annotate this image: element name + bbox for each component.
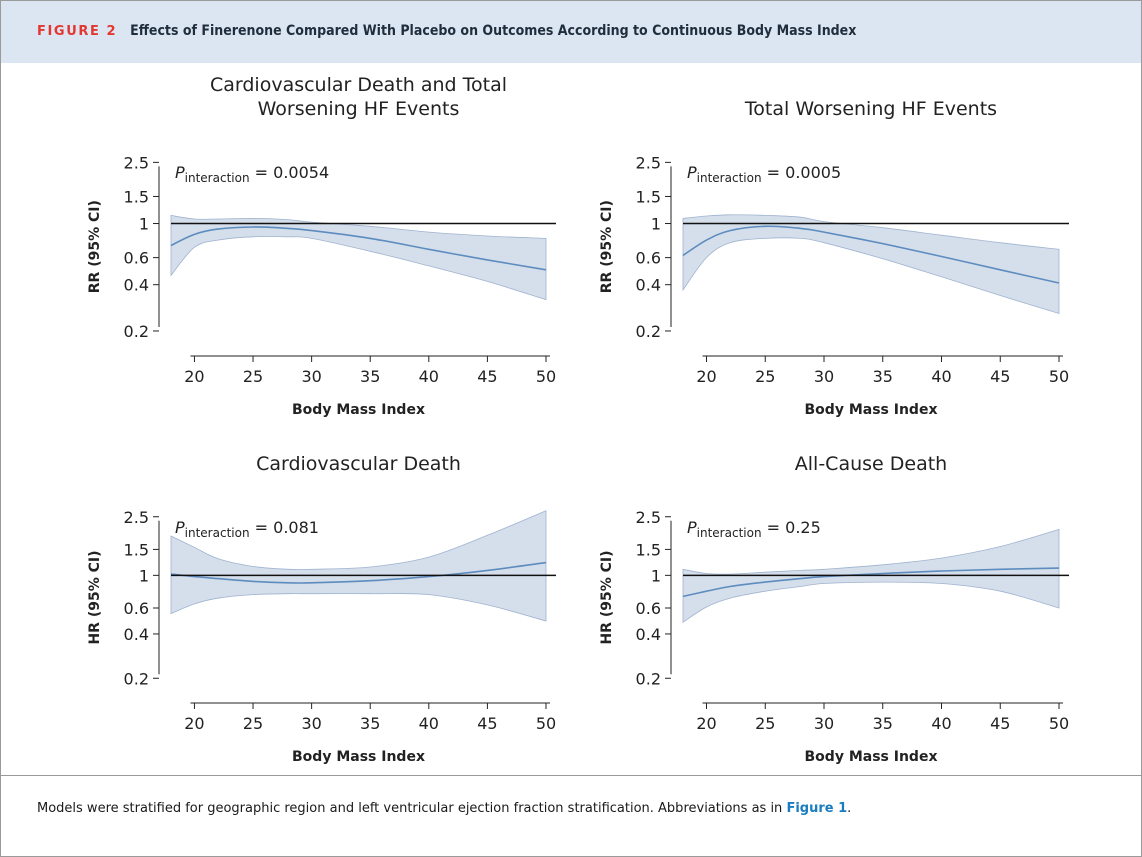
y-axis-label: HR (95% CI) (599, 550, 615, 644)
x-tick-label: 40 (931, 714, 951, 733)
footnote-end: . (847, 801, 852, 816)
x-tick-label: 30 (814, 714, 834, 733)
x-tick-label: 35 (360, 367, 380, 386)
y-tick-label: 1.5 (636, 540, 661, 559)
x-tick-label: 20 (696, 714, 716, 733)
figure-label: FIGURE 2 (37, 24, 118, 39)
x-tick-label: 40 (419, 714, 439, 733)
x-tick-label: 30 (301, 714, 321, 733)
x-tick-label: 25 (243, 367, 263, 386)
x-tick-label: 50 (536, 714, 556, 733)
x-tick-label: 25 (243, 714, 263, 733)
panel-title: Worsening HF Events (258, 98, 460, 120)
y-tick-label: 0.4 (124, 276, 149, 295)
y-tick-label: 1 (139, 215, 149, 234)
panel-3: Cardiovascular Death 0.2 0.4 0.6 1 1.5 2.5 20 25… (87, 453, 556, 765)
x-tick-label: 45 (990, 367, 1010, 386)
y-tick-label: 0.6 (124, 599, 149, 618)
figure-header: FIGURE 2 Effects of Finerenone Compared … (1, 1, 1141, 63)
x-tick-label: 35 (873, 367, 893, 386)
y-tick-label: 0.2 (124, 669, 149, 688)
y-tick-label: 1.5 (636, 187, 661, 206)
y-tick-label: 2.5 (124, 508, 149, 527)
x-tick-label: 20 (696, 367, 716, 386)
x-axis-label: Body Mass Index (292, 749, 425, 765)
figure-footnote: Models were stratified for geographic re… (37, 801, 851, 816)
x-axis-label: Body Mass Index (805, 402, 938, 418)
x-tick-label: 20 (184, 714, 204, 733)
y-tick-label: 0.4 (124, 625, 149, 644)
y-axis-label: HR (95% CI) (87, 550, 103, 644)
y-tick-label: 0.6 (124, 249, 149, 268)
y-tick-label: 1 (651, 215, 661, 234)
x-tick-label: 40 (419, 367, 439, 386)
y-axis-label: RR (95% CI) (87, 200, 103, 293)
chart-area: Cardiovascular Death and TotalWorsening … (87, 74, 1069, 765)
y-tick-label: 0.4 (636, 276, 661, 295)
y-tick-label: 0.6 (636, 249, 661, 268)
estimate-line (682, 225, 1060, 284)
x-tick-label: 45 (477, 714, 497, 733)
y-tick-label: 0.2 (636, 669, 661, 688)
confidence-band (682, 214, 1060, 315)
panel-4: All-Cause Death 0.2 0.4 0.6 1 1.5 2.5 20 25 30 35 4… (599, 453, 1069, 765)
y-tick-label: 1.5 (124, 540, 149, 559)
figure-1-link[interactable]: Figure 1 (786, 801, 848, 816)
y-tick-label: 1 (139, 566, 149, 585)
p-interaction-label: Pinteraction = 0.25 (687, 518, 821, 540)
p-interaction-label: Pinteraction = 0.0005 (687, 163, 841, 185)
y-tick-label: 2.5 (636, 508, 661, 527)
panel-2: Total Worsening HF Events 0.2 0.4 0.6 1 1.5 2.… (599, 98, 1069, 418)
panel-1: Cardiovascular Death and TotalWorsening … (87, 74, 556, 418)
x-tick-label: 35 (873, 714, 893, 733)
p-interaction-label: Pinteraction = 0.081 (175, 518, 319, 540)
x-tick-label: 20 (184, 367, 204, 386)
confidence-band (170, 510, 547, 622)
y-tick-label: 0.4 (636, 625, 661, 644)
p-interaction-label: Pinteraction = 0.0054 (175, 163, 329, 185)
x-axis-label: Body Mass Index (292, 402, 425, 418)
estimate-line (170, 561, 547, 584)
confidence-band (170, 214, 547, 301)
x-tick-label: 30 (814, 367, 834, 386)
panel-title: Cardiovascular Death (256, 453, 461, 475)
figure-heading: FIGURE 2 Effects of Finerenone Compared … (37, 23, 856, 39)
x-tick-label: 35 (360, 714, 380, 733)
x-tick-label: 50 (1049, 714, 1069, 733)
x-tick-label: 40 (931, 367, 951, 386)
figure-title: Effects of Finerenone Compared With Plac… (130, 23, 857, 39)
y-tick-label: 0.2 (124, 322, 149, 341)
y-tick-label: 2.5 (124, 153, 149, 172)
y-tick-label: 1.5 (124, 187, 149, 206)
x-tick-label: 30 (301, 367, 321, 386)
x-tick-label: 25 (755, 367, 775, 386)
x-tick-label: 50 (1049, 367, 1069, 386)
footer-divider (1, 775, 1141, 776)
x-axis-label: Body Mass Index (805, 749, 938, 765)
panel-title: All-Cause Death (795, 453, 947, 475)
x-tick-label: 45 (990, 714, 1010, 733)
x-tick-label: 50 (536, 367, 556, 386)
y-tick-label: 0.6 (636, 599, 661, 618)
y-tick-label: 2.5 (636, 153, 661, 172)
panel-title: Cardiovascular Death and Total (210, 74, 507, 96)
panel-title: Total Worsening HF Events (744, 98, 997, 120)
y-axis-label: RR (95% CI) (599, 200, 615, 293)
estimate-line (682, 567, 1060, 598)
y-tick-label: 0.2 (636, 322, 661, 341)
x-tick-label: 25 (755, 714, 775, 733)
footnote-text: Models were stratified for geographic re… (37, 801, 787, 816)
y-tick-label: 1 (651, 566, 661, 585)
x-tick-label: 45 (477, 367, 497, 386)
estimate-line (170, 226, 547, 271)
